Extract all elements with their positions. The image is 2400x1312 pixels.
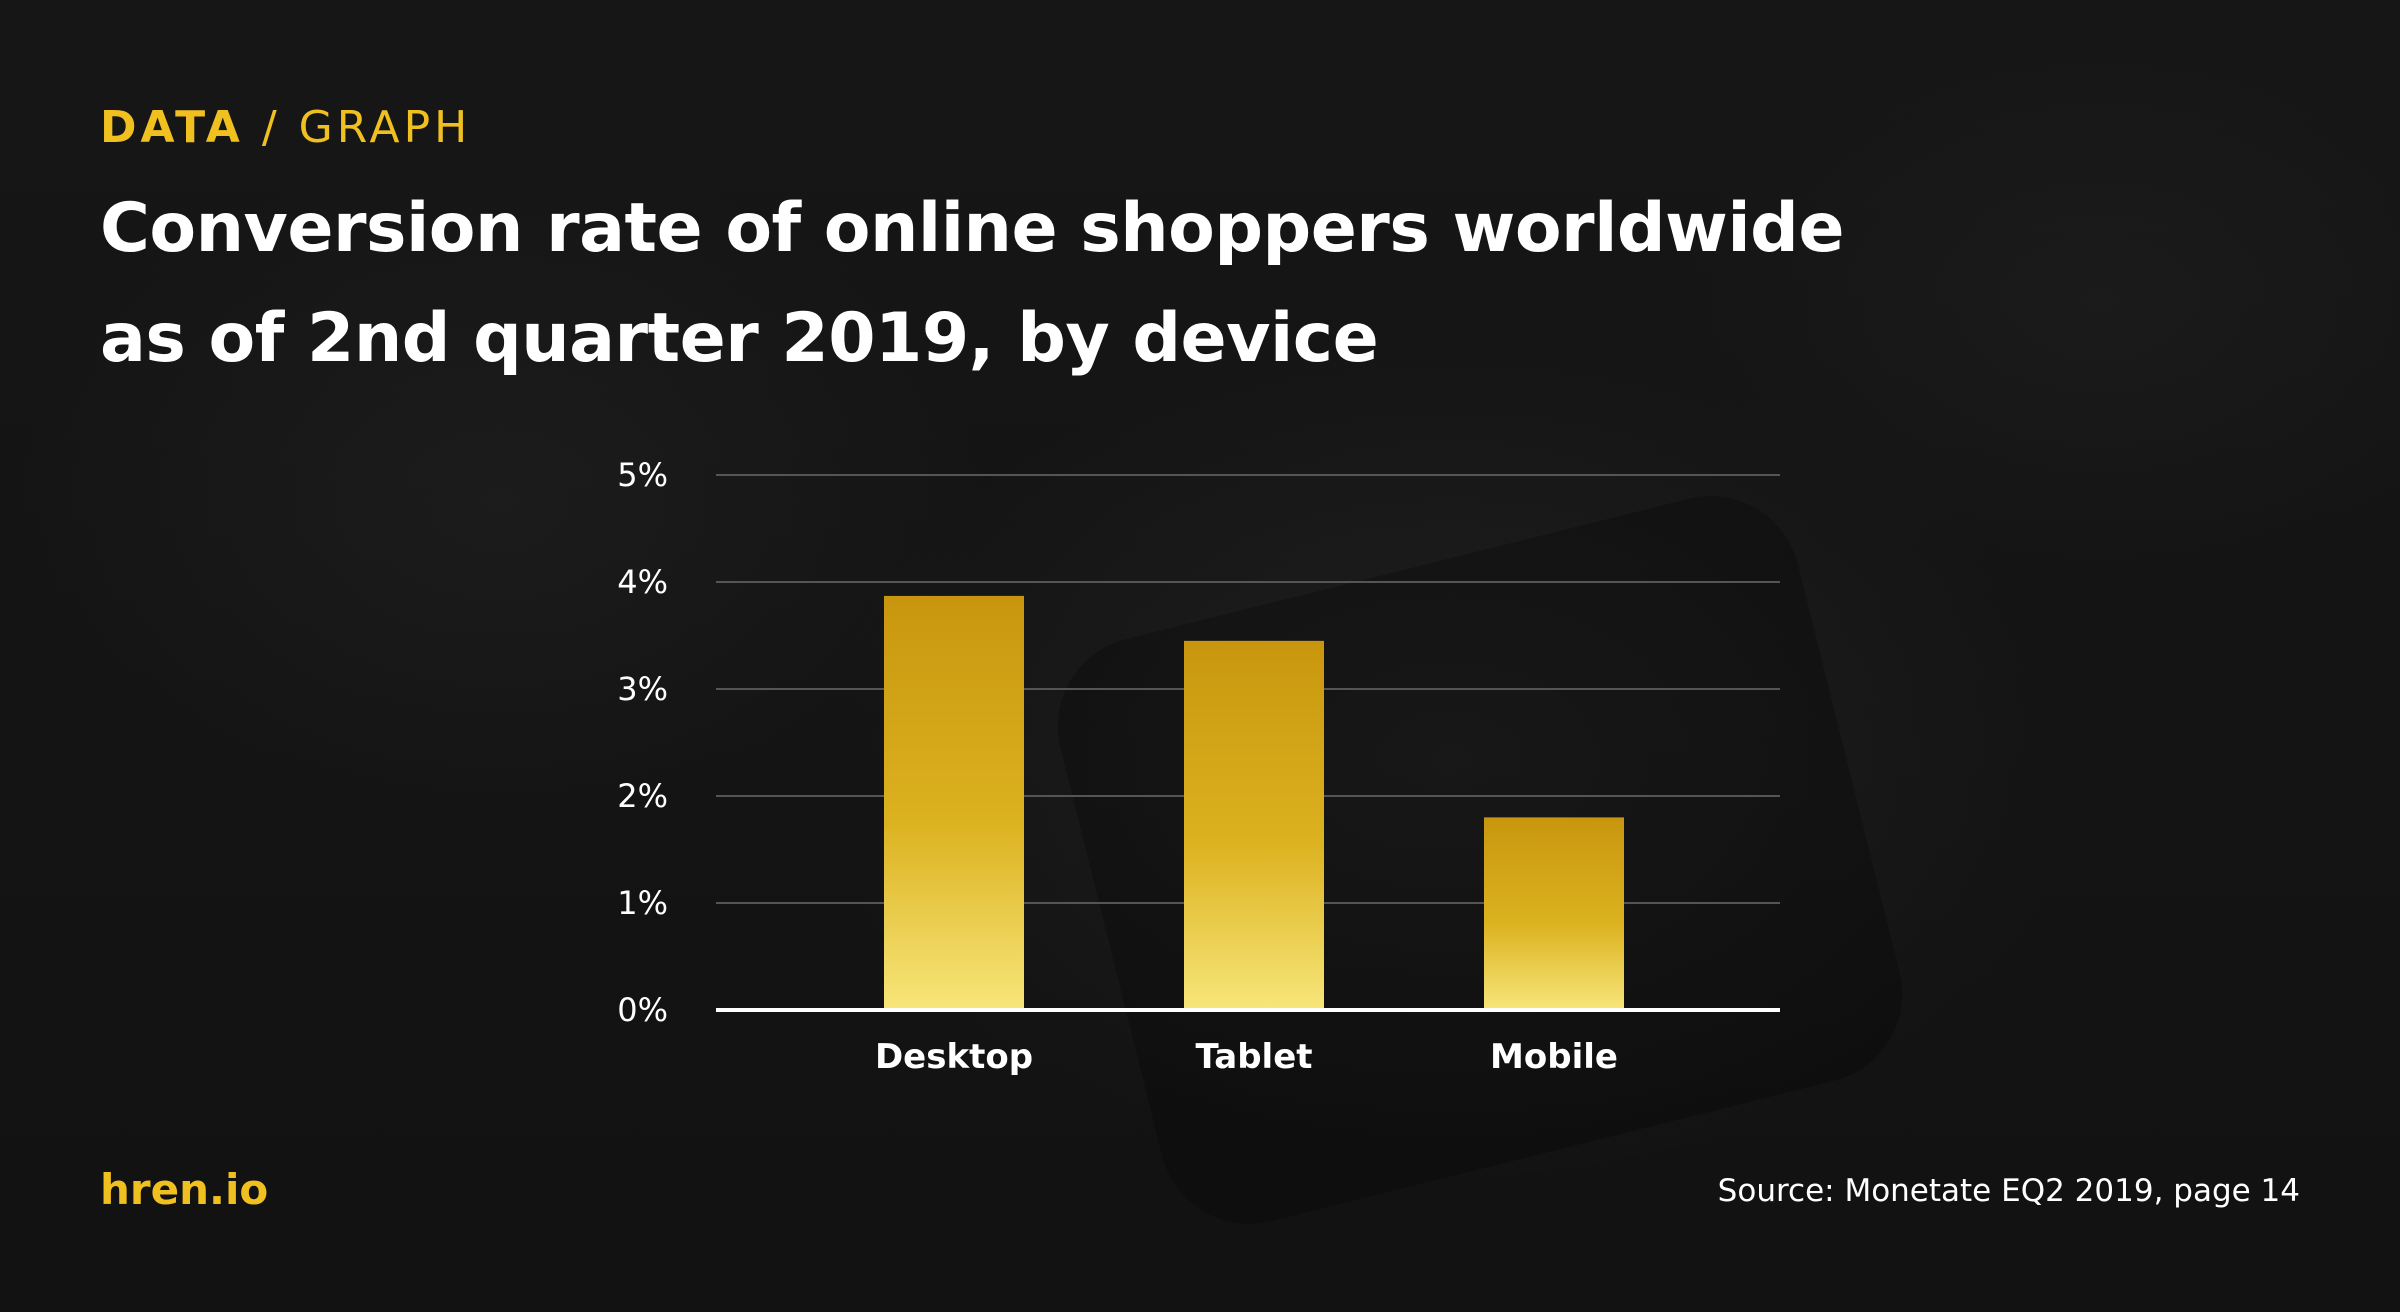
y-axis-ticks: 0% 1% 2% 3% 4% 5% [617, 456, 668, 1029]
y-tick-label: 0% [617, 991, 668, 1029]
brand-logo-text: hren.io [100, 1165, 269, 1214]
chart-title: Conversion rate of online shoppers world… [100, 189, 1844, 378]
x-tick-label: Tablet [1195, 1037, 1312, 1077]
y-tick-label: 1% [617, 884, 668, 922]
eyebrow-separator: / [261, 102, 281, 153]
x-tick-label: Mobile [1490, 1037, 1618, 1077]
y-tick-label: 4% [617, 563, 668, 601]
y-tick-label: 3% [617, 670, 668, 708]
y-tick-label: 2% [617, 777, 668, 815]
eyebrow-category: DATA [100, 102, 244, 153]
bar-tablet [1184, 640, 1324, 1010]
bar-chart-svg: 0% 1% 2% 3% 4% 5% Desktop Tablet Mobile [617, 456, 1780, 1077]
eyebrow-type: GRAPH [298, 102, 472, 153]
bars [884, 595, 1624, 1010]
header: DATA / GRAPH Conversion rate of online s… [100, 100, 2000, 394]
source-note: Source: Monetate EQ2 2019, page 14 [1717, 1173, 2300, 1209]
eyebrow: DATA / GRAPH [100, 100, 2000, 156]
y-tick-label: 5% [617, 456, 668, 494]
bar-chart: 0% 1% 2% 3% 4% 5% Desktop Tablet Mobile [560, 430, 1820, 1110]
x-axis-ticks: Desktop Tablet Mobile [875, 1037, 1618, 1077]
bar-desktop [884, 595, 1024, 1010]
x-tick-label: Desktop [875, 1037, 1033, 1077]
bar-mobile [1484, 817, 1624, 1010]
